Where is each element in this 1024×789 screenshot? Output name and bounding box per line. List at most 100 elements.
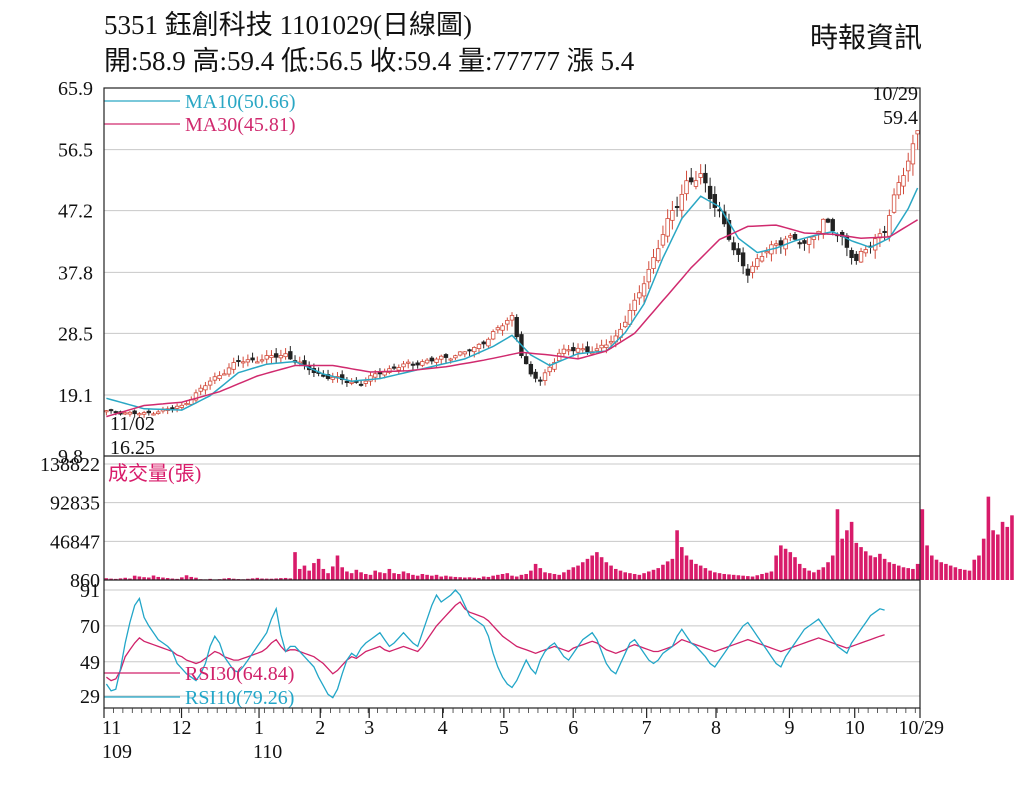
- candle-body: [406, 361, 411, 364]
- candle-body: [170, 407, 175, 410]
- candle-body: [245, 359, 251, 363]
- candle-body: [523, 356, 529, 365]
- volume-tick-label: 860: [70, 570, 100, 592]
- price-tick-label: 9.8: [58, 446, 83, 468]
- volume-bar: [420, 573, 425, 580]
- volume-bar: [736, 575, 741, 580]
- volume-bar: [896, 565, 901, 580]
- volume-bar: [453, 576, 458, 580]
- candle-body: [623, 321, 628, 328]
- candle-body: [632, 299, 637, 311]
- volume-bar: [562, 572, 566, 580]
- volume-bar: [609, 565, 613, 580]
- volume-bar: [519, 574, 524, 580]
- candle-body: [552, 361, 557, 370]
- volume-bar: [604, 562, 609, 580]
- volume-bar: [684, 555, 689, 580]
- rsi30-legend-label: RSI30(64.84): [185, 663, 294, 685]
- volume-bar: [783, 548, 788, 580]
- volume-bar: [557, 574, 561, 580]
- volume-bar: [689, 559, 694, 580]
- volume-bar: [929, 555, 934, 580]
- candle-body: [358, 383, 364, 386]
- candle-body: [462, 351, 468, 355]
- candle-body: [651, 257, 656, 269]
- candle-body: [849, 250, 854, 258]
- volume-bar: [142, 577, 146, 580]
- volume-bar: [981, 538, 986, 580]
- candle-body: [825, 218, 831, 223]
- volume-bar: [646, 571, 651, 580]
- volume-bar: [189, 576, 194, 580]
- candle-body: [420, 361, 425, 366]
- volume-bar: [458, 577, 462, 580]
- volume-bar: [156, 576, 161, 580]
- candle-body: [113, 411, 118, 414]
- candle-body: [231, 362, 236, 370]
- candle-body: [906, 160, 911, 172]
- candle-body: [467, 349, 472, 352]
- candle-body: [203, 385, 208, 391]
- start-value-label: 16.25: [110, 437, 155, 459]
- candle-body: [349, 381, 354, 384]
- candle-body: [599, 344, 604, 349]
- month-label: 9: [784, 717, 794, 739]
- volume-bar: [500, 573, 505, 580]
- candle-body: [505, 320, 510, 325]
- candle-body: [915, 130, 920, 135]
- volume-bar: [788, 552, 793, 580]
- volume-bar: [863, 551, 868, 580]
- volume-bar: [840, 538, 844, 580]
- volume-bar: [222, 578, 227, 580]
- candle-body: [533, 371, 538, 379]
- month-label: 2: [315, 717, 325, 739]
- candle-body: [764, 251, 769, 254]
- candle-body: [141, 412, 147, 415]
- candle-body: [373, 373, 378, 378]
- volume-bar: [939, 562, 944, 580]
- volume-bar: [274, 578, 278, 580]
- volume-bar: [307, 570, 311, 580]
- candle-body: [703, 172, 708, 184]
- rsi30-line: [106, 601, 885, 682]
- volume-bar: [401, 571, 406, 580]
- candle-body: [816, 230, 821, 234]
- volume-bar: [505, 573, 510, 580]
- volume-bar: [944, 563, 948, 580]
- volume-bar: [764, 572, 769, 580]
- candle-body: [863, 249, 868, 254]
- volume-bar: [642, 573, 646, 580]
- volume-bar: [151, 575, 156, 580]
- moving-average-lines: [106, 187, 919, 418]
- candle-body: [453, 355, 458, 359]
- rsi-lines: [105, 589, 885, 699]
- chart-frame: [103, 87, 921, 718]
- volume-bar: [915, 563, 920, 580]
- volume-bar: [109, 578, 113, 580]
- candle-body: [278, 355, 284, 359]
- candle-body: [561, 348, 567, 354]
- candle-body: [755, 258, 760, 268]
- candle-body: [882, 230, 887, 233]
- price-tick-label: 47.2: [58, 201, 93, 223]
- candle-body: [146, 410, 152, 414]
- volume-bar: [816, 569, 821, 580]
- volume-bar: [260, 578, 264, 580]
- volume-bar: [967, 570, 972, 580]
- candle-body: [321, 374, 326, 377]
- volume-bar: [430, 575, 434, 580]
- volume-bar: [826, 562, 830, 580]
- volume-bar: [123, 577, 128, 580]
- candle-body: [108, 409, 114, 412]
- candle-body: [571, 347, 576, 352]
- volume-bar: [194, 577, 198, 580]
- candle-body: [476, 343, 482, 349]
- volume-bar: [755, 575, 760, 580]
- volume-bar: [793, 557, 797, 580]
- volume-bar: [288, 578, 293, 580]
- volume-bar: [892, 563, 896, 580]
- volume-bar: [670, 558, 675, 580]
- volume-bar: [972, 559, 977, 580]
- volume-bar: [845, 530, 849, 580]
- volume-bar: [637, 574, 642, 580]
